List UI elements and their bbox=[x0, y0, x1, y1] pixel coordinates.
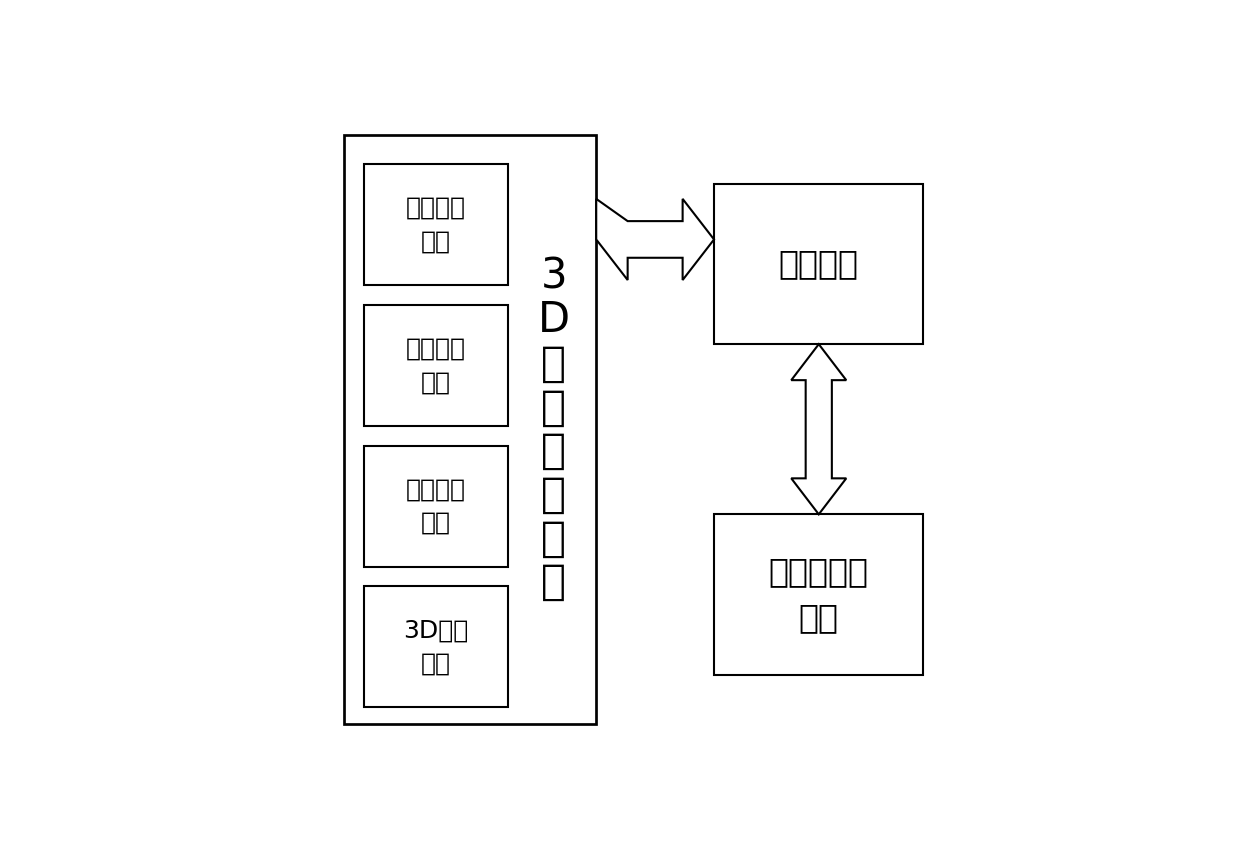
Bar bbox=[714, 514, 924, 675]
Text: 3
D
头
像
生
成
系
统: 3 D 头 像 生 成 系 统 bbox=[538, 256, 569, 603]
Text: 联系人头像
设置: 联系人头像 设置 bbox=[769, 555, 869, 634]
Polygon shape bbox=[596, 199, 714, 280]
Text: 3D合成
模块: 3D合成 模块 bbox=[403, 618, 469, 676]
Text: 存储系统: 存储系统 bbox=[779, 247, 859, 280]
Polygon shape bbox=[791, 344, 846, 514]
Text: 人像采集
模块: 人像采集 模块 bbox=[405, 478, 466, 535]
Text: 人像识别
模块: 人像识别 模块 bbox=[405, 337, 466, 394]
Bar bbox=[345, 134, 596, 724]
Bar bbox=[363, 586, 508, 707]
Bar bbox=[714, 184, 924, 344]
Bar bbox=[363, 305, 508, 426]
Bar bbox=[363, 164, 508, 286]
Bar bbox=[363, 445, 508, 567]
Text: 视频通话
模块: 视频通话 模块 bbox=[405, 196, 466, 253]
